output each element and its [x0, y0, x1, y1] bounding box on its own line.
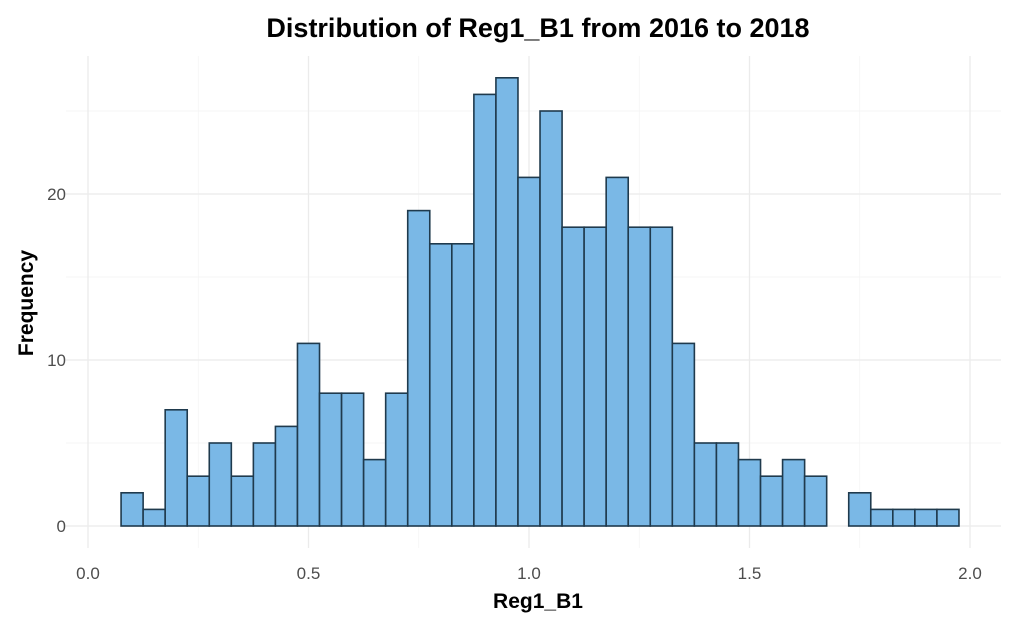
histogram-bar: [230, 475, 255, 527]
x-axis-ticks: 0.0 0.5 1.0 1.5 2.0: [76, 564, 982, 583]
y-tick-label: 10: [47, 351, 66, 370]
histogram-bar: [120, 491, 144, 527]
histogram-bar: [715, 442, 740, 527]
histogram-bar: [847, 491, 872, 527]
histogram-bar: [362, 458, 387, 527]
histogram-bar: [340, 392, 365, 527]
histogram-bar: [186, 475, 211, 527]
x-tick-label: 2.0: [958, 564, 982, 583]
x-axis-label: Reg1_B1: [493, 590, 583, 613]
histogram-bar: [473, 93, 497, 527]
histogram-bars: [120, 77, 960, 527]
histogram-bar: [759, 475, 784, 527]
histogram-bar: [142, 508, 166, 527]
y-axis-ticks: 0 10 20: [47, 185, 66, 536]
histogram-bar: [164, 408, 189, 527]
histogram-bar: [649, 226, 674, 527]
y-axis-label: Frequency: [15, 250, 38, 357]
histogram-bar: [627, 226, 652, 527]
histogram-bar: [208, 442, 233, 527]
histogram-bar: [892, 508, 916, 527]
y-tick-label: 20: [47, 185, 66, 204]
x-tick-label: 1.0: [517, 564, 541, 583]
histogram-bar: [671, 342, 696, 527]
histogram-bar: [296, 342, 321, 527]
histogram-bar: [781, 458, 806, 527]
histogram-bar: [406, 209, 431, 527]
histogram-bar: [583, 226, 607, 527]
x-tick-label: 1.5: [738, 564, 762, 583]
y-tick-label: 0: [57, 517, 66, 536]
histogram-bar: [803, 475, 828, 527]
histogram-bar: [384, 392, 409, 527]
histogram-bar: [869, 508, 894, 527]
histogram-bar: [605, 176, 630, 527]
x-tick-label: 0.0: [76, 564, 100, 583]
histogram-bar: [318, 392, 343, 527]
histogram-bar: [274, 425, 299, 527]
chart-title: Distribution of Reg1_B1 from 2016 to 201…: [266, 13, 809, 43]
histogram-bar: [737, 458, 762, 527]
x-tick-label: 0.5: [297, 564, 321, 583]
histogram-bar: [914, 508, 938, 527]
histogram-bar: [451, 243, 475, 527]
histogram-bar: [495, 77, 519, 527]
histogram-bar: [517, 176, 541, 527]
histogram-bar: [936, 508, 960, 527]
histogram-bar: [539, 110, 563, 527]
histogram-bar: [561, 226, 585, 527]
histogram-bar: [252, 442, 277, 527]
histogram-bar: [693, 442, 718, 527]
histogram-bar: [428, 243, 453, 527]
